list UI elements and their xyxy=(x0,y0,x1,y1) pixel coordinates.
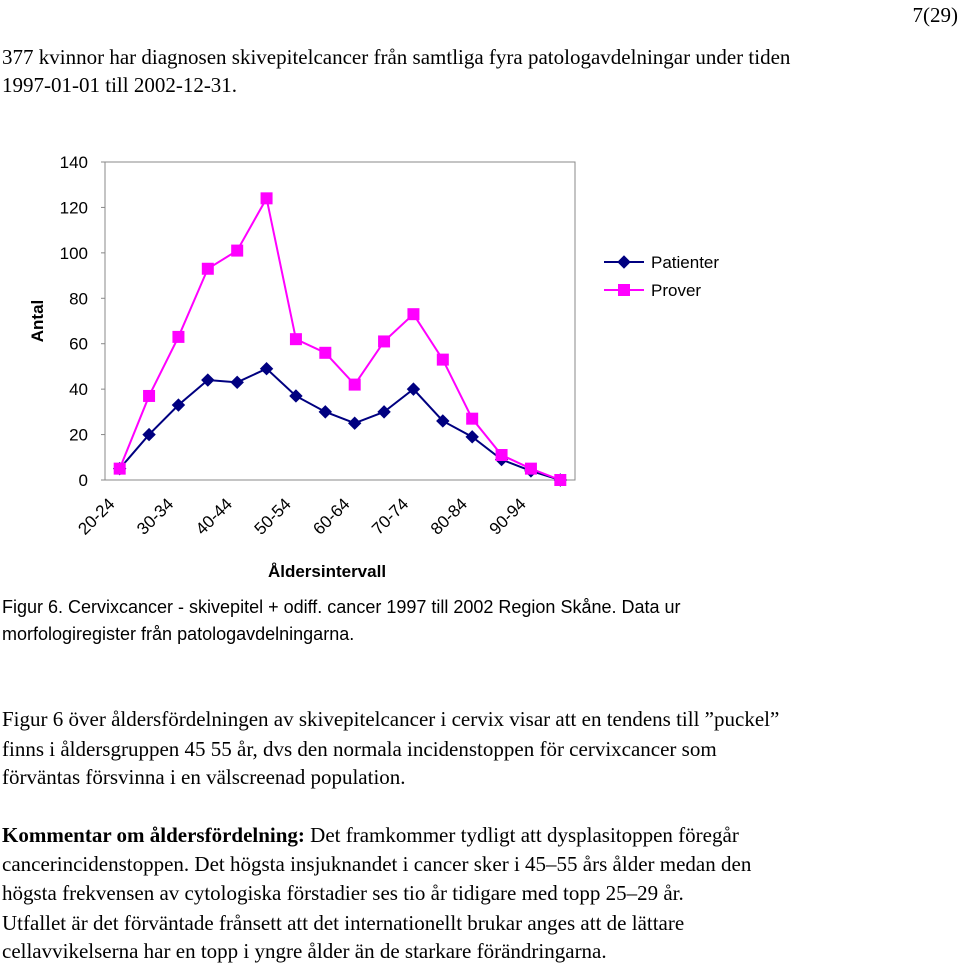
data-point xyxy=(618,284,630,296)
data-point xyxy=(407,308,420,321)
y-tick-label: 0 xyxy=(79,471,88,490)
body-text: Det framkommer tydligt att dysplasitoppe… xyxy=(305,823,739,847)
body-line: förväntas försvinna i en välscreenad pop… xyxy=(2,765,406,789)
caption-line: Figur 6. Cervixcancer - skivepitel + odi… xyxy=(2,597,681,617)
legend-label: Patienter xyxy=(651,253,719,272)
x-tick-label: 20-24 xyxy=(74,494,118,538)
data-point xyxy=(142,427,156,442)
y-tick-label: 120 xyxy=(60,198,88,217)
data-point xyxy=(348,378,361,391)
legend-label: Prover xyxy=(651,281,701,300)
data-point xyxy=(171,398,186,412)
data-point xyxy=(143,389,156,402)
body-line: cellavvikelserna har en topp i yngre åld… xyxy=(2,939,607,963)
y-tick-label: 20 xyxy=(69,426,88,445)
x-tick-label: 40-44 xyxy=(192,494,236,538)
x-tick-label: 70-74 xyxy=(368,494,412,538)
x-tick-label: 60-64 xyxy=(309,494,353,538)
data-point xyxy=(406,382,421,396)
data-point xyxy=(172,330,185,343)
series-line xyxy=(118,367,561,481)
data-point xyxy=(495,449,508,462)
caption-line: morfologiregister från patologavdelninga… xyxy=(2,624,354,644)
data-point xyxy=(319,346,332,359)
data-point xyxy=(554,474,567,486)
x-tick-label: 30-34 xyxy=(133,494,177,538)
x-tick-label: 80-84 xyxy=(427,494,471,538)
page-number: 7(29) xyxy=(913,3,959,27)
data-point xyxy=(260,192,273,205)
body-line: cancerincidenstoppen. Det högsta insjukn… xyxy=(2,852,752,876)
body-line: Figur 6 över åldersfördelningen av skive… xyxy=(2,707,779,731)
body-line: finns i åldersgruppen 45 55 år, dvs den … xyxy=(2,737,717,761)
data-point xyxy=(231,244,244,257)
bold-lead: Kommentar om åldersfördelning: xyxy=(2,823,305,847)
data-point xyxy=(201,262,214,275)
data-point xyxy=(230,375,244,390)
x-axis-label: Åldersintervall xyxy=(268,562,386,581)
x-tick-label: 50-54 xyxy=(251,494,295,538)
data-point xyxy=(259,361,274,376)
data-point xyxy=(436,353,449,366)
intro-line: 1997-01-01 till 2002-12-31. xyxy=(2,73,237,97)
data-point xyxy=(289,389,303,403)
data-point xyxy=(347,416,362,430)
y-axis-label: Antal xyxy=(28,300,47,343)
y-tick-label: 80 xyxy=(69,289,88,308)
data-point xyxy=(378,335,391,348)
body-line: Kommentar om åldersfördelning: Det framk… xyxy=(2,823,739,847)
x-tick-label: 90-94 xyxy=(486,494,530,538)
data-point xyxy=(617,255,631,269)
data-point xyxy=(377,405,391,419)
data-point xyxy=(466,412,479,425)
y-tick-label: 40 xyxy=(69,380,88,399)
intro-line: 377 kvinnor har diagnosen skivepitelcanc… xyxy=(2,45,791,69)
data-point xyxy=(289,333,302,346)
data-point xyxy=(465,430,479,444)
body-line: högsta frekvensen av cytologiska förstad… xyxy=(2,881,684,905)
series-line xyxy=(118,195,561,481)
y-tick-label: 100 xyxy=(60,244,88,263)
data-point xyxy=(524,462,537,475)
data-point xyxy=(436,414,450,428)
y-tick-label: 140 xyxy=(60,153,88,172)
data-point xyxy=(113,462,126,475)
data-point xyxy=(318,405,333,419)
plot-frame xyxy=(104,161,576,481)
data-point xyxy=(201,373,215,387)
y-tick-label: 60 xyxy=(69,335,88,354)
body-line: Utfallet är det förväntade frånsett att … xyxy=(2,911,684,935)
